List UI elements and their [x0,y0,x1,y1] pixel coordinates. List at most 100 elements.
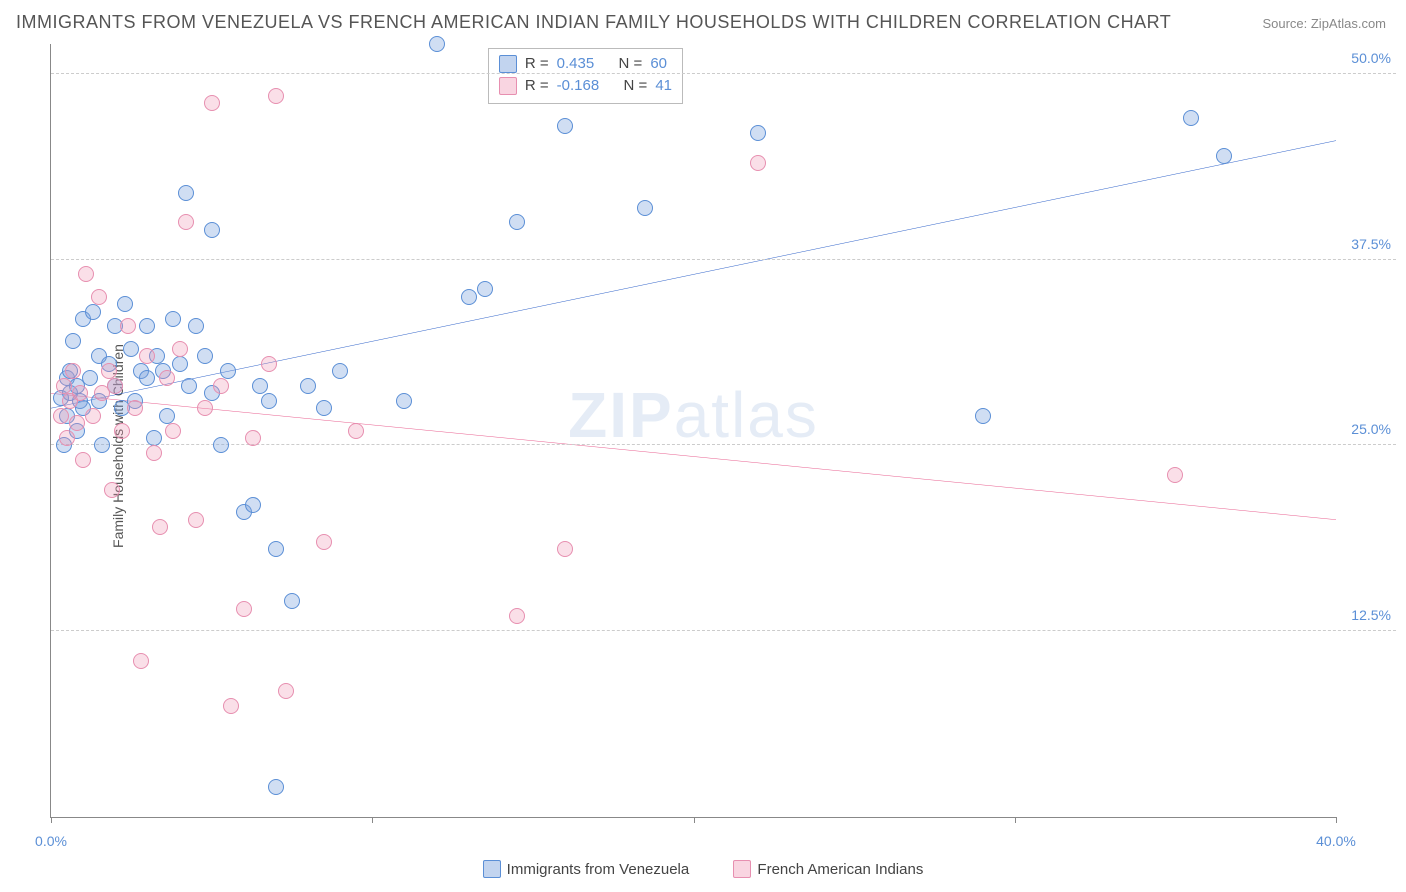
scatter-marker [146,430,162,446]
scatter-marker [197,400,213,416]
scatter-marker [461,289,477,305]
scatter-marker [223,698,239,714]
scatter-marker [82,370,98,386]
scatter-marker [1167,467,1183,483]
scatter-marker [65,363,81,379]
trend-line [51,141,1336,409]
scatter-marker [65,333,81,349]
scatter-marker [1216,148,1232,164]
scatter-marker [316,534,332,550]
scatter-marker [165,311,181,327]
scatter-marker [188,512,204,528]
x-tick [1336,817,1337,823]
scatter-marker [197,348,213,364]
scatter-marker [133,653,149,669]
scatter-marker [396,393,412,409]
scatter-marker [975,408,991,424]
scatter-marker [750,125,766,141]
scatter-marker [557,541,573,557]
legend-item-1: Immigrants from Venezuela [483,860,690,878]
x-tick-label: 0.0% [35,833,67,849]
scatter-marker [159,370,175,386]
legend-bottom: Immigrants from Venezuela French America… [0,860,1406,882]
scatter-marker [139,370,155,386]
legend-item-2: French American Indians [733,860,923,878]
scatter-marker [85,408,101,424]
scatter-marker [268,779,284,795]
y-tick-label: 12.5% [1351,607,1391,623]
chart-title: IMMIGRANTS FROM VENEZUELA VS FRENCH AMER… [16,12,1171,33]
trend-line [51,393,1336,519]
scatter-marker [300,378,316,394]
legend-label-1: Immigrants from Venezuela [507,861,690,878]
scatter-marker [268,88,284,104]
scatter-marker [268,541,284,557]
scatter-marker [637,200,653,216]
scatter-marker [172,341,188,357]
scatter-marker [127,400,143,416]
scatter-marker [284,593,300,609]
x-tick [372,817,373,823]
scatter-marker [85,304,101,320]
scatter-marker [332,363,348,379]
scatter-marker [181,378,197,394]
scatter-marker [152,519,168,535]
x-tick [1015,817,1016,823]
y-tick-label: 25.0% [1351,421,1391,437]
legend-label-2: French American Indians [757,861,923,878]
scatter-marker [429,36,445,52]
x-tick [51,817,52,823]
scatter-marker [101,363,117,379]
scatter-marker [316,400,332,416]
grid-line [51,630,1396,631]
scatter-marker [236,601,252,617]
swatch-icon [483,860,501,878]
y-tick-label: 37.5% [1351,236,1391,252]
scatter-marker [477,281,493,297]
scatter-marker [94,437,110,453]
scatter-marker [107,378,123,394]
y-tick-label: 50.0% [1351,50,1391,66]
scatter-marker [509,214,525,230]
scatter-marker [159,408,175,424]
scatter-marker [123,341,139,357]
scatter-marker [188,318,204,334]
scatter-marker [278,683,294,699]
scatter-marker [213,437,229,453]
scatter-marker [178,214,194,230]
scatter-marker [75,452,91,468]
scatter-marker [114,423,130,439]
x-tick [694,817,695,823]
scatter-marker [252,378,268,394]
scatter-marker [53,408,69,424]
scatter-marker [220,363,236,379]
scatter-marker [72,385,88,401]
scatter-marker [78,266,94,282]
scatter-marker [91,289,107,305]
scatter-marker [120,318,136,334]
scatter-marker [245,430,261,446]
scatter-marker [59,430,75,446]
scatter-marker [165,423,181,439]
scatter-marker [204,95,220,111]
scatter-marker [557,118,573,134]
scatter-marker [261,356,277,372]
scatter-marker [178,185,194,201]
scatter-marker [213,378,229,394]
plot-area: ZIPatlas R = 0.435 N = 60 R = -0.168 N =… [50,44,1336,818]
scatter-marker [172,356,188,372]
scatter-marker [56,378,72,394]
scatter-marker [104,482,120,498]
x-tick-label: 40.0% [1316,833,1356,849]
scatter-marker [139,318,155,334]
scatter-marker [117,296,133,312]
scatter-marker [146,445,162,461]
scatter-marker [139,348,155,364]
source-attribution: Source: ZipAtlas.com [1262,16,1386,31]
scatter-marker [204,222,220,238]
trend-lines [51,44,1336,817]
scatter-marker [348,423,364,439]
scatter-marker [509,608,525,624]
scatter-marker [1183,110,1199,126]
scatter-marker [245,497,261,513]
